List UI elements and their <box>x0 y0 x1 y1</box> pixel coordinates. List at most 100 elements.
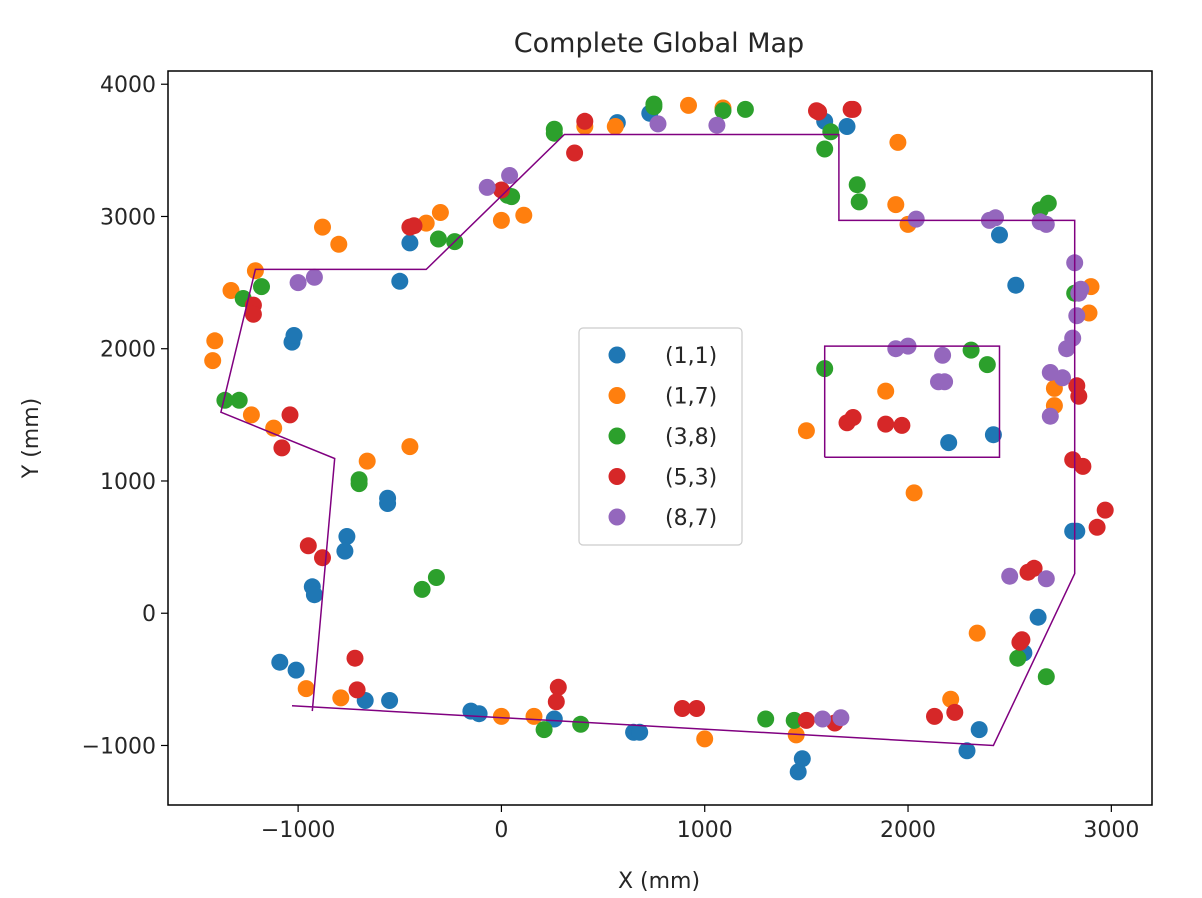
data-point <box>984 426 1002 444</box>
axis-ticks: −1000 0 1000 2000 3000 −1000 0 1000 2000 3000 4000 <box>82 73 1140 843</box>
data-point <box>1072 280 1090 298</box>
map-boundary-line-1 <box>823 345 1001 458</box>
y-tick-label: 3000 <box>100 205 156 230</box>
data-point <box>401 234 419 252</box>
plot-frame <box>167 70 1153 806</box>
data-point <box>1041 407 1059 425</box>
data-point <box>204 352 222 370</box>
data-point <box>358 452 376 470</box>
legend-box <box>578 327 743 546</box>
data-point <box>1031 213 1049 231</box>
data-point <box>1001 567 1019 585</box>
data-point <box>297 680 315 698</box>
data-point <box>492 707 510 725</box>
data-point <box>206 332 224 350</box>
y-tick-label: −1000 <box>82 734 156 759</box>
data-point <box>330 235 348 253</box>
data-point <box>946 703 964 721</box>
data-point <box>1025 559 1043 577</box>
y-tick-label: 2000 <box>100 338 156 363</box>
map-boundary-line-0 <box>220 133 1076 747</box>
data-point <box>501 167 519 184</box>
data-point <box>962 341 980 359</box>
data-point <box>222 282 240 299</box>
data-point <box>1054 369 1071 387</box>
data-point <box>253 278 270 296</box>
data-point <box>1029 608 1047 626</box>
data-point <box>708 116 726 134</box>
data-point <box>832 709 850 727</box>
x-tick-label: 2000 <box>880 818 936 843</box>
data-point <box>1039 194 1057 212</box>
data-point <box>757 710 775 728</box>
data-point <box>968 624 986 642</box>
data-point <box>492 181 510 199</box>
data-point <box>576 112 594 130</box>
data-point <box>427 569 445 586</box>
data-point <box>789 763 807 781</box>
legend-label: (5,3) <box>665 466 717 491</box>
data-point <box>348 681 366 699</box>
data-point <box>688 700 706 717</box>
data-point <box>381 692 399 709</box>
legend-marker <box>608 427 626 445</box>
data-point <box>1037 668 1055 686</box>
data-point <box>545 124 563 142</box>
x-axis-label: X (mm) <box>618 869 700 894</box>
legend-marker <box>608 346 626 364</box>
data-point <box>934 346 952 364</box>
data-point <box>970 721 988 739</box>
data-point <box>631 723 649 741</box>
x-tick-label: 3000 <box>1083 818 1139 843</box>
legend-label: (8,7) <box>665 506 717 531</box>
data-point <box>230 391 248 409</box>
data-point <box>281 406 299 424</box>
data-point <box>877 415 895 433</box>
data-point <box>889 133 907 151</box>
plot-area <box>167 70 1153 806</box>
data-point <box>545 710 563 728</box>
y-axis-label: Y (mm) <box>19 398 44 479</box>
legend-label: (3,8) <box>665 425 717 450</box>
data-point <box>816 140 834 158</box>
data-point <box>379 495 397 512</box>
data-point <box>848 176 866 194</box>
data-point <box>1009 649 1027 667</box>
data-point <box>1013 631 1031 649</box>
data-point <box>273 439 291 457</box>
data-point <box>332 689 350 707</box>
data-point <box>606 118 624 135</box>
data-point <box>814 710 832 728</box>
data-point <box>1007 276 1025 294</box>
data-point <box>844 100 862 118</box>
legend-marker <box>608 508 626 526</box>
data-point <box>797 422 815 440</box>
data-point <box>797 711 815 729</box>
data-point <box>242 406 260 424</box>
data-point <box>525 707 543 725</box>
data-point <box>350 475 368 493</box>
data-point <box>1070 387 1088 405</box>
series-4 <box>289 115 1090 728</box>
data-point <box>336 542 354 560</box>
data-point <box>413 580 431 598</box>
data-point <box>549 678 567 696</box>
data-point <box>244 305 262 323</box>
data-point <box>714 102 732 120</box>
data-point <box>401 438 419 456</box>
data-point <box>1037 570 1055 588</box>
chart-title: Complete Global Map <box>514 28 804 59</box>
data-point <box>907 210 925 228</box>
legend-marker <box>608 387 626 404</box>
y-tick-label: 4000 <box>100 73 156 98</box>
data-point <box>492 211 510 229</box>
data-point <box>850 193 868 211</box>
data-point <box>470 705 488 723</box>
data-point <box>285 327 303 344</box>
data-point <box>877 382 895 400</box>
y-tick-label: 1000 <box>100 470 156 495</box>
x-tick-label: 0 <box>494 818 508 843</box>
data-point <box>1058 340 1076 358</box>
data-point <box>942 690 960 708</box>
